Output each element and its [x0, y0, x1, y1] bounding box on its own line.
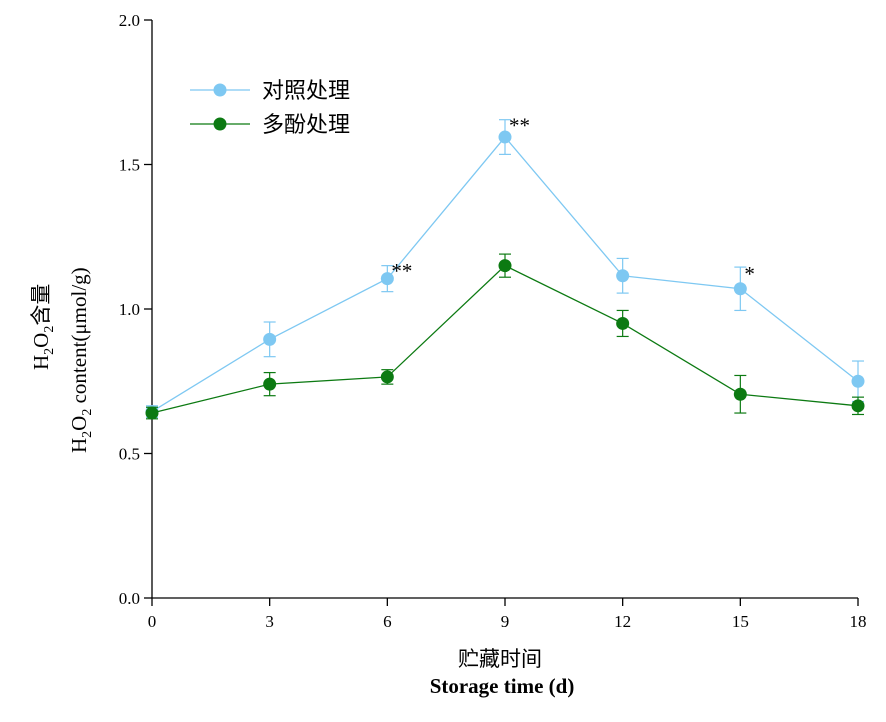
x-axis-title-cn: 贮藏时间 — [458, 647, 542, 671]
legend-label-polyphenol: 多酚处理 — [262, 113, 350, 138]
y-title-en-suffix: content(μmol/g) — [67, 267, 91, 408]
y-tick-label: 0.5 — [119, 445, 140, 464]
data-point-polyphenol — [498, 259, 512, 273]
y-title-cn-prefix: H — [29, 355, 53, 370]
legend: 对照处理 多酚处理 — [190, 79, 350, 138]
data-point-polyphenol — [380, 370, 394, 384]
x-tick-label: 3 — [265, 612, 274, 631]
x-tick-label: 9 — [501, 612, 510, 631]
significance-marker: * — [744, 262, 755, 286]
legend-label-control: 对照处理 — [262, 79, 350, 104]
legend-marker-control — [213, 83, 227, 97]
y-title-cn-mid: O — [29, 333, 53, 348]
y-tick-label: 1.5 — [119, 156, 140, 175]
x-tick-label: 0 — [148, 612, 157, 631]
data-point-control — [733, 282, 747, 296]
axes — [151, 20, 858, 599]
x-ticks: 0 3 6 9 12 15 18 — [148, 598, 867, 631]
legend-item-polyphenol: 多酚处理 — [190, 113, 350, 138]
x-tick-label: 12 — [614, 612, 631, 631]
y-title-cn-sub1: 2 — [42, 348, 57, 355]
x-tick-label: 15 — [732, 612, 749, 631]
data-point-polyphenol — [263, 377, 277, 391]
y-tick-label: 1.0 — [119, 300, 140, 319]
x-tick-label: 6 — [383, 612, 392, 631]
significance-marker: ** — [391, 259, 412, 283]
y-axis-title: H2O2含量 H2O2 content(μmol/g) — [29, 267, 95, 453]
data-point-control — [263, 332, 277, 346]
legend-marker-polyphenol — [213, 117, 227, 131]
series-line-polyphenol — [151, 264, 859, 414]
y-title-cn-suffix: 含量 — [29, 284, 53, 326]
significance-marker: ** — [509, 113, 530, 137]
y-title-cn-sub2: 2 — [42, 326, 57, 333]
data-point-polyphenol — [733, 387, 747, 401]
y-axis-title-en: H2O2 content(μmol/g) — [67, 267, 95, 453]
y-tick-label: 0.0 — [119, 589, 140, 608]
y-title-en-sub2: 2 — [80, 409, 95, 416]
data-point-polyphenol — [616, 316, 630, 330]
y-title-en-prefix: H — [67, 438, 91, 453]
x-tick-label: 18 — [850, 612, 867, 631]
data-point-control — [616, 269, 630, 283]
series-polyphenol — [145, 253, 865, 420]
x-axis-title: 贮藏时间 Storage time (d) — [430, 647, 575, 698]
x-axis-title-en: Storage time (d) — [430, 674, 575, 698]
data-point-polyphenol — [145, 406, 159, 420]
y-axis-title-cn: H2O2含量 — [29, 284, 57, 370]
data-point-control — [851, 374, 865, 388]
legend-item-control: 对照处理 — [190, 79, 350, 104]
annotations: ***** — [391, 113, 754, 286]
y-tick-label: 2.0 — [119, 11, 140, 30]
series-layer — [145, 119, 865, 420]
y-title-en-sub1: 2 — [80, 431, 95, 438]
data-point-control — [380, 272, 394, 286]
series-control — [145, 119, 865, 419]
data-point-control — [498, 130, 512, 144]
y-ticks: 0.0 0.5 1.0 1.5 2.0 — [119, 11, 152, 608]
y-title-en-mid: O — [67, 416, 91, 431]
data-point-polyphenol — [851, 399, 865, 413]
